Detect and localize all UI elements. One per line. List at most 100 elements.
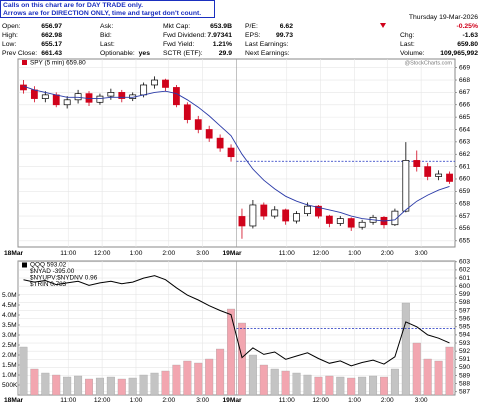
x-tick-label: 3:00: [415, 250, 428, 257]
volume-bar: [161, 370, 170, 396]
x-tick-label: 3:00: [415, 397, 428, 404]
candle-body: [315, 205, 322, 217]
volume-bar: [172, 364, 181, 396]
y-tick-label: 589: [459, 372, 470, 379]
volume-bar: [434, 360, 443, 396]
volume-bar: [445, 346, 454, 396]
x-tick-label: 2:00: [381, 397, 394, 404]
quote-value: 99.73: [276, 32, 293, 39]
candle-body: [347, 218, 355, 228]
volume-bar: [216, 348, 225, 396]
candle-body: [151, 79, 158, 86]
y-tick-label: 658: [459, 200, 470, 207]
volume-bar: [401, 302, 410, 396]
volume-bar: [52, 374, 61, 396]
x-tick-label: 3:00: [196, 250, 209, 257]
quote-label: Chg:: [400, 32, 414, 39]
candle-body: [194, 119, 202, 130]
candle-body: [238, 216, 246, 227]
candle-body: [271, 209, 279, 217]
x-tick-label: 1:00: [348, 250, 361, 257]
y-tick-label: 592: [459, 348, 470, 355]
candle-body: [140, 84, 148, 96]
y-tick-label: 1.0M: [2, 372, 17, 379]
x-tick-label: 18Mar: [4, 397, 23, 404]
quote-label: Last Earnings:: [245, 41, 289, 48]
x-tick-label: 11:00: [279, 397, 295, 404]
y-tick-label: 593: [459, 340, 470, 347]
y-tick-label: 598: [459, 299, 470, 306]
candle-body: [183, 104, 191, 120]
volume-bar: [85, 378, 93, 396]
volume-bar: [205, 358, 214, 396]
y-tick-label: 602: [459, 267, 470, 274]
y-tick-label: 588: [459, 380, 470, 387]
y-tick-label: 597: [459, 307, 470, 314]
volume-bar: [380, 376, 388, 396]
quote-value: 109,965,992: [440, 50, 478, 57]
volume-bar: [423, 358, 432, 396]
candle-body: [304, 205, 311, 214]
candle-body: [358, 221, 366, 228]
volume-bar: [347, 377, 356, 396]
x-tick-label: 19Mar: [223, 250, 242, 257]
x-tick-label: 19Mar: [223, 397, 242, 404]
volume-bar: [194, 362, 203, 396]
y-tick-label: 666: [459, 102, 470, 109]
y-tick-label: 594: [459, 332, 470, 339]
candle-body: [435, 173, 443, 177]
volume-bar: [106, 376, 115, 396]
quote-label: Prev Close:: [2, 50, 37, 57]
legend-label: $NYUPV:$NYDNV 0.96: [30, 275, 98, 282]
x-tick-label: 18Mar: [4, 250, 23, 257]
candle-body: [41, 94, 49, 99]
candle-body: [293, 213, 300, 222]
candle-body: [424, 166, 432, 177]
y-tick-label: 668: [459, 77, 470, 84]
pct-change: -0.25%: [456, 23, 478, 30]
quote-value: 6.62: [280, 23, 293, 30]
candle-body: [63, 99, 71, 106]
y-tick-label: 1.5M: [2, 362, 17, 369]
legend-label: $TRIN 0.783: [30, 281, 67, 288]
legend-label: $NYAD -395.00: [30, 268, 75, 275]
quote-value: 7.97341: [207, 32, 232, 39]
x-tick-label: 3:00: [196, 397, 209, 404]
candle-body: [227, 147, 235, 158]
x-tick-label: 12:00: [312, 397, 329, 404]
candle-body: [74, 93, 82, 101]
x-tick-label: 1:00: [130, 397, 143, 404]
y-tick-label: 661: [459, 163, 470, 170]
y-tick-label: 2.5M: [2, 342, 17, 349]
quote-value: 1.21%: [213, 41, 232, 48]
candle-body: [107, 92, 115, 97]
x-tick-label: 11:00: [60, 397, 76, 404]
quote-date: Thursday 19-Mar-2026: [409, 14, 478, 21]
quote-label: Fwd Dividend:: [163, 32, 206, 39]
moving-average: [23, 85, 450, 222]
quote-label: Optionable:: [100, 50, 135, 57]
volume-bar: [74, 375, 83, 396]
y-tick-label: 596: [459, 315, 470, 322]
y-tick-label: 3.5M: [2, 322, 17, 329]
x-tick-label: 2:00: [381, 250, 394, 257]
quote-label: Fwd Yield:: [163, 41, 194, 48]
x-tick-label: 11:00: [279, 250, 295, 257]
y-tick-label: 663: [459, 139, 470, 146]
legend-swatch: [22, 262, 27, 268]
volume-bar: [227, 308, 236, 396]
quote-label: Bid:: [100, 32, 112, 39]
y-tick-label: 665: [459, 114, 470, 121]
y-tick-label: 660: [459, 176, 470, 183]
volume-bar: [139, 374, 148, 396]
y-tick-label: 667: [459, 89, 470, 96]
y-tick-label: 587: [459, 389, 470, 396]
volume-bar: [281, 370, 290, 396]
y-tick-label: 3.0M: [2, 332, 17, 339]
quote-value: 662.98: [41, 32, 62, 39]
notice-line: Calls on this chart are for DAY TRADE on…: [3, 2, 143, 9]
volume-bar: [336, 376, 345, 396]
quote-label: Last:: [400, 41, 415, 48]
y-tick-label: 5.0M: [2, 292, 17, 299]
